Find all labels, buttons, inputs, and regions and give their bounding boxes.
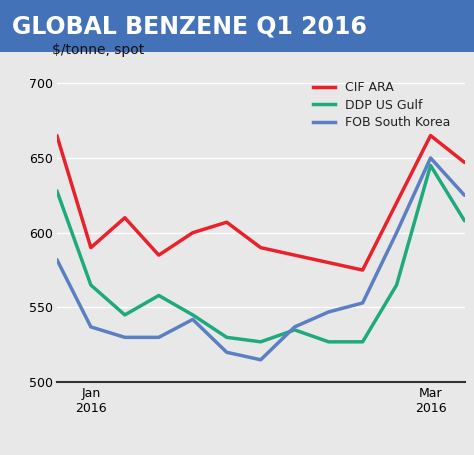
Text: GLOBAL BENZENE Q1 2016: GLOBAL BENZENE Q1 2016 xyxy=(12,14,367,38)
Legend: CIF ARA, DDP US Gulf, FOB South Korea: CIF ARA, DDP US Gulf, FOB South Korea xyxy=(309,78,454,133)
Text: $/tonne, spot: $/tonne, spot xyxy=(52,43,145,57)
